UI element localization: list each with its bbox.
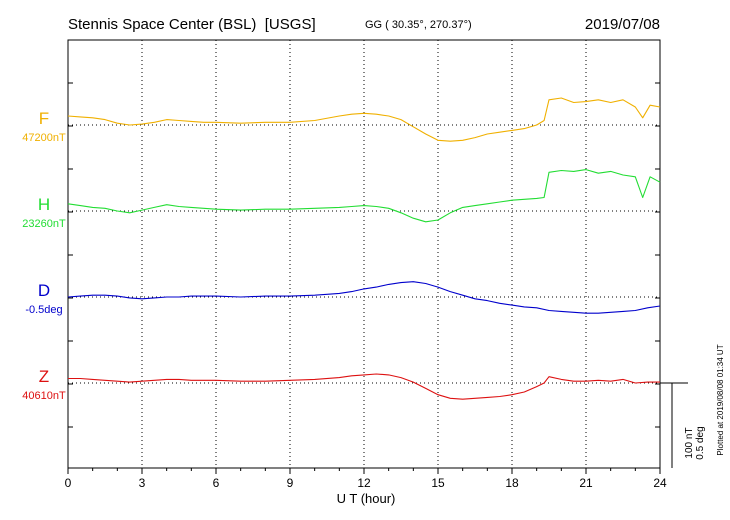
x-tick-label: 24 [653,476,667,490]
scale-bar-deg: 0.5 deg [695,426,706,459]
series-name-d: D [38,281,50,300]
axis-ticks [67,82,661,474]
plotted-note: Plotted at 2019/08/08 01:34 UT [716,344,725,455]
chart-date: 2019/07/08 [585,16,660,33]
x-tick-label: 3 [139,476,146,490]
station-title: Stennis Space Center (BSL) [USGS] [68,16,316,33]
scale-bar-nt: 100 nT [684,427,695,458]
scale-bar: 100 nT 0.5 deg [660,382,706,468]
series-line-d [67,281,661,314]
series-layer [67,97,661,400]
series-baseline-h: 23260nT [22,218,66,230]
x-tick-label: 12 [357,476,371,490]
series-baseline-d: -0.5deg [25,304,62,316]
x-tick-label: 0 [65,476,72,490]
series-baseline-z: 40610nT [22,390,66,402]
series-labels: F 47200nT H 23260nT D -0.5deg Z 40610nT [22,109,66,402]
x-tick-label: 18 [505,476,519,490]
series-line-f [67,97,661,142]
series-name-f: F [39,109,49,128]
x-axis-label: U T (hour) [337,491,396,506]
x-tick-label: 15 [431,476,445,490]
series-line-h [67,169,661,223]
grid-lines [68,40,660,468]
x-tick-label: 9 [287,476,294,490]
series-line-z [68,373,660,400]
series-baseline-f: 47200nT [22,132,66,144]
series-name-z: Z [39,367,49,386]
x-tick-labels: 0 3 6 9 12 15 18 21 24 [65,476,667,490]
station-coords: GG ( 30.35°, 270.37°) [365,19,472,31]
x-tick-label: 6 [213,476,220,490]
x-tick-label: 21 [579,476,593,490]
series-name-h: H [38,195,50,214]
